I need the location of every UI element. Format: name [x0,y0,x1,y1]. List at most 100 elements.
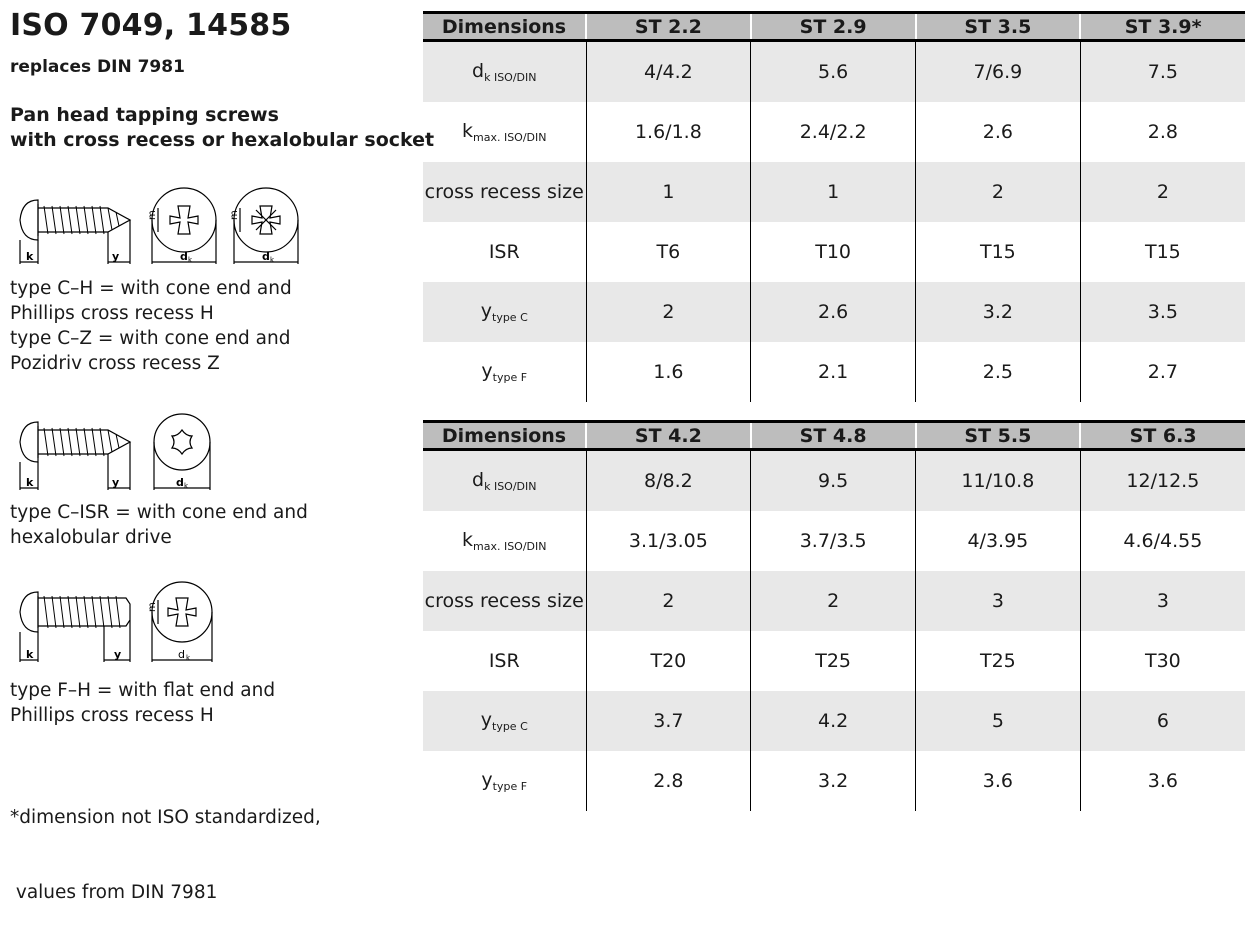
table-cell: 3.1/3.05 [585,511,751,571]
caption-line: type C–ISR = with cone end and [10,502,308,523]
dimensions-table-2: Dimensions ST 4.2 ST 4.8 ST 5.5 ST 6.3 d… [423,420,1245,811]
table-row: kmax. ISO/DIN 3.1/3.05 3.7/3.5 4/3.95 4.… [423,511,1245,571]
column-header: ST 4.8 [749,420,916,451]
table-cell: T25 [750,631,916,691]
table-cell: 2.6 [750,282,916,342]
table-row: dk ISO/DIN 8/8.2 9.5 11/10.8 12/12.5 [423,449,1245,511]
table-cell: T25 [915,631,1081,691]
description-line: with cross recess or hexalobular socket [10,129,435,151]
table-cell: 2.6 [915,102,1081,162]
drawing-caption-3: type F–H = with flat end and Phillips cr… [10,678,275,728]
screw-drawing-type-c-isr: k y d k [19,413,211,490]
drawing-caption-2: type C–ISR = with cone end and hexalobul… [10,500,308,550]
dimension-label-m: m [147,210,158,220]
table-cell: 11/10.8 [915,449,1081,511]
table-cell: 2 [1079,162,1245,222]
table-header-row: Dimensions ST 2.2 ST 2.9 ST 3.5 ST 3.9* [423,11,1245,42]
table-cell: T15 [915,222,1081,282]
page-subtitle: replaces DIN 7981 [10,57,185,77]
column-header: ST 6.3 [1079,420,1245,451]
table-cell: 3.7/3.5 [750,511,916,571]
caption-line: Phillips cross recess H [10,303,214,324]
dimension-label-d: d [180,250,188,263]
table-cell: 7.5 [1079,40,1245,102]
table-cell: 1.6 [585,342,751,402]
table-cell: T10 [750,222,916,282]
dimension-label-y: y [114,648,121,661]
table-row: ytype C 3.7 4.2 5 6 [423,691,1245,751]
footnote: *dimension not ISO standardized, values … [10,755,321,930]
row-label-y-type-f: ytype F [481,769,528,793]
row-label-y-type-c: ytype C [423,691,586,751]
table-cell: 2 [585,571,751,631]
table-cell: 3.6 [1079,751,1245,811]
dimension-label-d: d [178,648,185,661]
table-cell: T30 [1079,631,1245,691]
row-label-dk: dk ISO/DIN [423,449,586,511]
row-label-y-type-f: ytype F [481,360,528,384]
table-cell: 3.7 [585,691,751,751]
table-cell: 3 [915,571,1081,631]
dimension-label-k: k [26,250,34,263]
row-label-isr: ISR [488,650,520,672]
dimension-label-k: k [26,476,34,489]
table-cell: 4/4.2 [585,40,751,102]
table-row: ytype C 2 2.6 3.2 3.5 [423,282,1245,342]
screw-drawing-type-f-h: k y d k m [19,581,213,662]
screw-drawing-type-c-h-z: k y d k d k m m [19,187,299,264]
table-cell: 6 [1079,691,1245,751]
dimension-label-d: d [176,476,184,489]
table-cell: 5 [915,691,1081,751]
table-row: ytype F 2.8 3.2 3.6 3.6 [423,751,1245,811]
dimensions-table-1: Dimensions ST 2.2 ST 2.9 ST 3.5 ST 3.9* … [423,11,1245,402]
table-cell: 5.6 [750,40,916,102]
caption-line: Pozidriv cross recess Z [10,353,220,374]
table-cell: 4.2 [750,691,916,751]
dimension-label-m: m [229,210,240,220]
table-row: ytype F 1.6 2.1 2.5 2.7 [423,342,1245,402]
dimension-label-y: y [112,476,119,489]
table-row: cross recess size 2 2 3 3 [423,571,1245,631]
column-header: ST 3.9* [1079,11,1245,42]
caption-line: hexalobular drive [10,527,172,548]
dimension-label-d: d [262,250,270,263]
table-cell: 3.2 [915,282,1081,342]
table-cell: 2.7 [1079,342,1245,402]
table-row: ISR T20 T25 T25 T30 [423,631,1245,691]
dimension-label-d-sub: k [270,256,275,264]
table-cell: 2.8 [1079,102,1245,162]
table-cell: T6 [585,222,751,282]
column-header: ST 3.5 [914,11,1081,42]
table-cell: 1.6/1.8 [585,102,751,162]
dimension-label-m: m [147,602,158,612]
row-label-cross-recess: cross recess size [423,162,586,222]
table-cell: 3.5 [1079,282,1245,342]
column-header: ST 2.2 [585,11,751,42]
table-cell: 2.8 [585,751,751,811]
drawing-caption-1: type C–H = with cone end and Phillips cr… [10,276,292,376]
row-label-y-type-c: ytype C [423,282,586,342]
caption-line: type C–Z = with cone end and [10,328,291,349]
table-cell: 4.6/4.55 [1079,511,1245,571]
table-cell: 12/12.5 [1079,449,1245,511]
table-cell: 3 [1079,571,1245,631]
table-cell: 2 [915,162,1081,222]
footnote-line: values from DIN 7981 [10,882,218,903]
column-header: Dimensions [423,420,586,451]
column-header: ST 4.2 [585,420,751,451]
table-cell: 1 [585,162,751,222]
table-cell: 1 [750,162,916,222]
row-label-kmax: kmax. ISO/DIN [461,529,547,553]
page-title: ISO 7049, 14585 [10,8,292,43]
column-header: ST 5.5 [914,420,1081,451]
table-cell: 2.5 [915,342,1081,402]
table-cell: 2.1 [750,342,916,402]
table-header-row: Dimensions ST 4.2 ST 4.8 ST 5.5 ST 6.3 [423,420,1245,451]
table-cell: 2 [750,571,916,631]
description-line: Pan head tapping screws [10,104,279,126]
column-header: ST 2.9 [749,11,916,42]
table-cell: 2 [585,282,751,342]
dimension-label-k: k [26,648,34,661]
dimension-label-y: y [112,250,119,263]
row-label-isr: ISR [488,241,520,263]
